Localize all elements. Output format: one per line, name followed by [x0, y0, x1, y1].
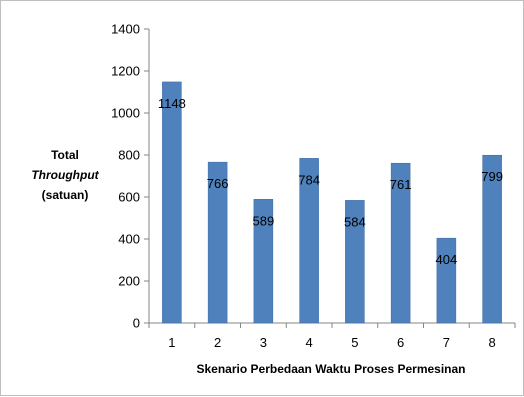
- bar-value-label: 584: [344, 214, 366, 229]
- y-tick-label: 200: [118, 274, 140, 289]
- bar: [162, 81, 182, 324]
- y-tick-label: 0: [133, 316, 140, 331]
- x-axis: 1 2 3 4 5 6 7 8: [148, 322, 516, 350]
- y-tick-label: 1400: [111, 22, 140, 37]
- y-axis-title-line-1: Total: [51, 148, 79, 162]
- y-tick-label: 1000: [111, 106, 140, 121]
- data-labels: 1148 766 589 784 584 761 404 799: [158, 96, 503, 267]
- x-tick-label: 5: [351, 335, 358, 350]
- x-tick-label: 2: [214, 335, 221, 350]
- bar: [390, 162, 411, 324]
- y-axis: 0 200 400 600 800 1000 1200 1400: [111, 22, 150, 331]
- bar: [299, 158, 319, 324]
- x-axis-title: Skenario Perbedaan Waktu Proses Permesin…: [197, 362, 466, 376]
- bar: [436, 237, 457, 324]
- bar-value-label: 761: [390, 177, 412, 192]
- x-tick-label: 6: [397, 335, 404, 350]
- x-tick-label: 3: [260, 335, 267, 350]
- bar-value-label: 784: [298, 172, 320, 187]
- bar-value-label: 799: [481, 169, 503, 184]
- bar-value-label: 589: [253, 213, 275, 228]
- x-tick-label: 7: [443, 335, 450, 350]
- bar-value-label: 766: [207, 176, 229, 191]
- y-tick-label: 1200: [111, 64, 140, 79]
- bar-series: [162, 81, 502, 324]
- y-tick-label: 600: [118, 190, 140, 205]
- y-axis-title-line-3: (satuan): [42, 188, 89, 202]
- bar: [345, 200, 365, 324]
- bar: [482, 154, 502, 324]
- y-tick-label: 800: [118, 148, 140, 163]
- bar: [207, 161, 228, 324]
- y-tick-label: 400: [118, 232, 140, 247]
- bar-value-label: 1148: [158, 96, 186, 111]
- x-tick-label: 1: [168, 335, 175, 350]
- y-axis-title-line-2: Throughput: [31, 168, 99, 182]
- bar-value-label: 404: [436, 252, 458, 267]
- bar: [253, 199, 274, 324]
- x-tick-label: 4: [306, 335, 313, 350]
- x-tick-label: 8: [489, 335, 496, 350]
